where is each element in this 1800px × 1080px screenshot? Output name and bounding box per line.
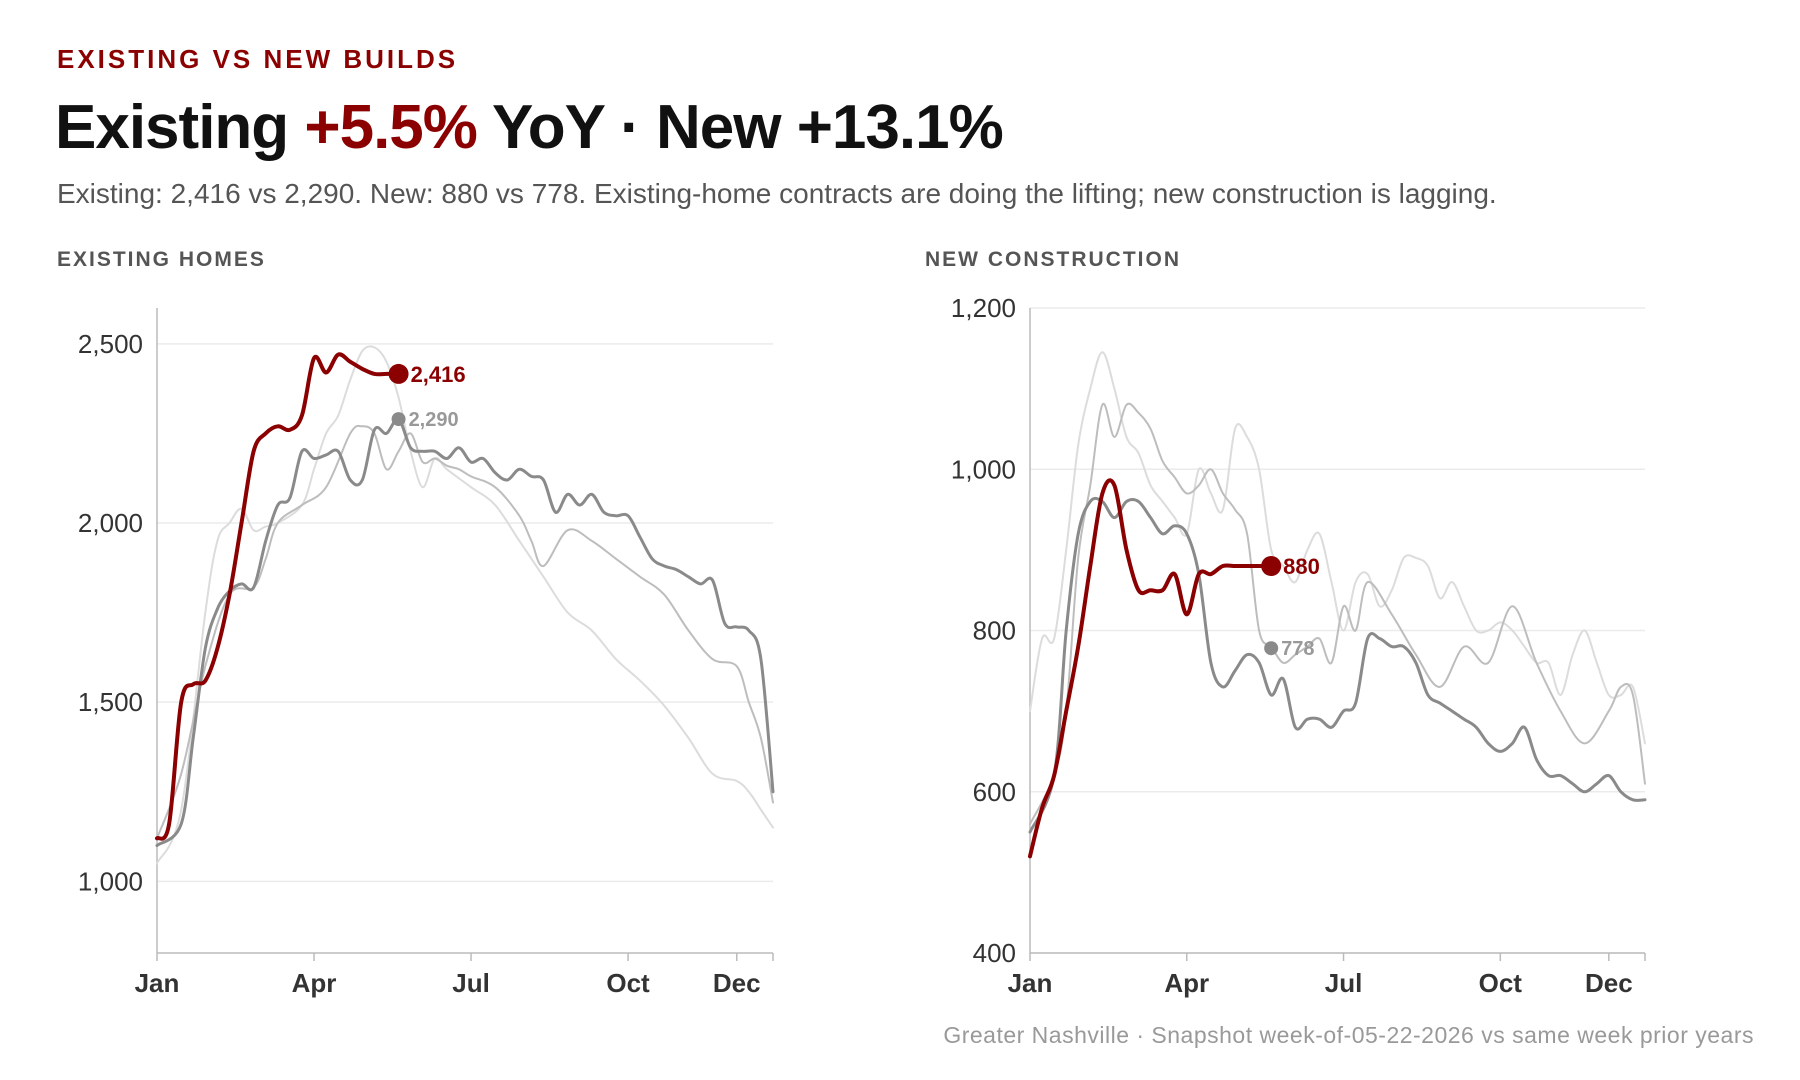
x-tick-label: Apr — [1164, 968, 1209, 998]
x-tick-label: Dec — [1585, 968, 1633, 998]
prior-year-label: 778 — [1281, 638, 1314, 660]
y-tick-label: 1,200 — [951, 293, 1016, 323]
x-tick-label: Oct — [606, 968, 650, 998]
y-tick-label: 800 — [973, 616, 1016, 646]
panel-title-existing: EXISTING HOMES — [57, 248, 266, 271]
y-tick-label: 1,500 — [78, 687, 143, 717]
panel-title-new: NEW CONSTRUCTION — [925, 248, 1181, 271]
y-tick-label: 2,500 — [78, 329, 143, 359]
series-line-prior1 — [1028, 496, 1647, 834]
series-line-current — [155, 352, 401, 841]
x-tick-label: Jul — [1325, 968, 1363, 998]
series-line-prior3 — [156, 345, 774, 865]
y-tick-label: 2,000 — [78, 508, 143, 538]
y-tick-label: 400 — [973, 938, 1016, 968]
footer-note: Greater Nashville · Snapshot week-of-05-… — [943, 1022, 1754, 1048]
prior-year-marker — [1264, 641, 1279, 656]
y-tick-label: 600 — [973, 777, 1016, 807]
prior-year-label: 2,290 — [409, 409, 459, 431]
headline-part1: Existing — [55, 93, 305, 162]
chart-existing: 1,000 1,500 2,000 2,500 Jan Apr Jul Oct Dec 2,290… — [78, 308, 775, 998]
x-tick-label: Dec — [713, 968, 761, 998]
y-tick-label: 1,000 — [951, 454, 1016, 484]
current-year-marker — [388, 363, 409, 384]
series-line-prior2 — [156, 424, 774, 840]
kicker: EXISTING VS NEW BUILDS — [57, 44, 459, 74]
prior-year-marker — [391, 412, 406, 427]
x-tick-label: Oct — [1479, 968, 1523, 998]
current-year-label: 2,416 — [411, 362, 466, 387]
subhead: Existing: 2,416 vs 2,290. New: 880 vs 77… — [57, 178, 1497, 209]
headline-accent: +5.5% — [304, 93, 478, 162]
current-year-marker — [1261, 556, 1282, 576]
series-line-prior3 — [1029, 351, 1646, 745]
headline: Existing +5.5% YoY · New +13.1% — [55, 92, 1004, 163]
series-line-current — [1028, 478, 1274, 859]
series-line-prior2 — [1029, 402, 1646, 825]
headline-part2: YoY · New +13.1% — [476, 93, 1004, 162]
x-tick-label: Jan — [135, 968, 180, 998]
chart-new: 400 600 800 1,000 1,200 Jan Apr Jul Oct Dec 778 880 — [951, 293, 1647, 998]
x-tick-label: Jul — [452, 968, 490, 998]
current-year-label: 880 — [1283, 554, 1320, 579]
y-tick-label: 1,000 — [78, 866, 143, 896]
series-line-prior1 — [155, 417, 775, 847]
x-tick-label: Apr — [292, 968, 337, 998]
x-tick-label: Jan — [1008, 968, 1053, 998]
